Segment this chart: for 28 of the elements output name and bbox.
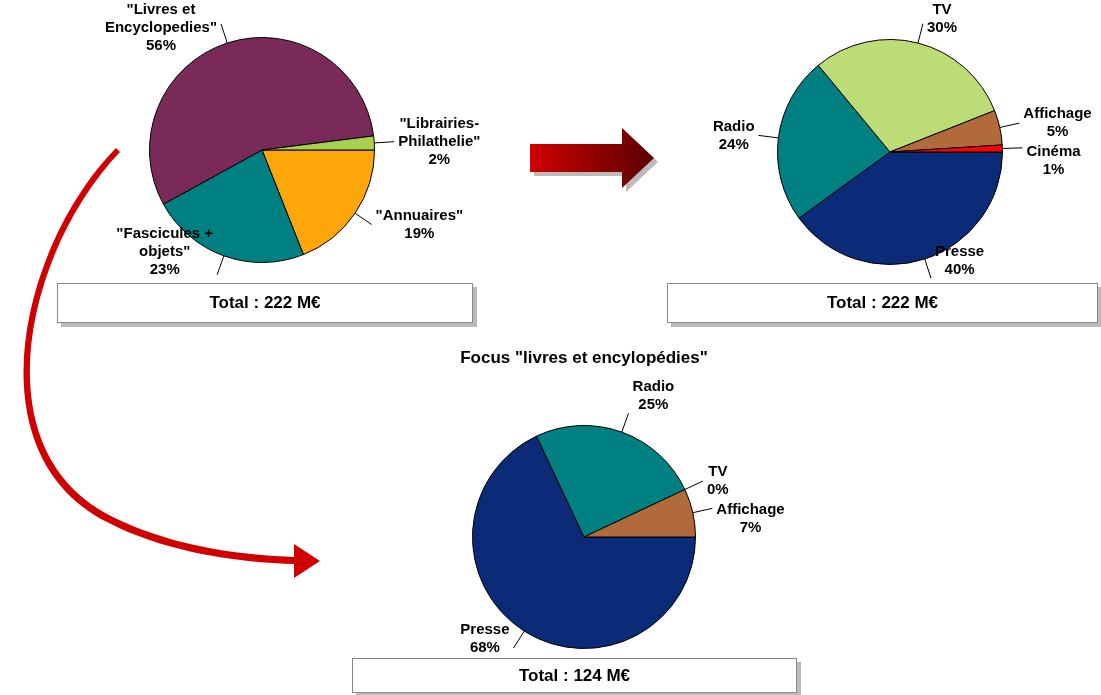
slice-label: TV (932, 0, 952, 18)
slice-label: Affichage (716, 500, 785, 518)
slice-label: "Annuaires" (375, 205, 464, 223)
slice-label: "Livres et Encyclopedies" (104, 0, 218, 36)
data-label: 7% (739, 518, 762, 536)
text: Total : 222 M€ (57, 283, 473, 323)
chart-title: Focus "livres et encylopédies" (459, 348, 709, 368)
slice-label: Radio (632, 377, 675, 395)
data-label: 56% (145, 36, 176, 54)
data-label: 40% (944, 260, 975, 278)
slice-label: "Librairies-Philathelie" (398, 113, 481, 149)
data-label: 25% (638, 395, 669, 413)
slice-label: Affichage (1023, 104, 1092, 122)
data-label: 2% (428, 149, 451, 167)
category-label: TV (708, 462, 728, 480)
data-label: 30% (926, 18, 957, 36)
data-label: 19% (404, 223, 435, 241)
slice-label: Radio (712, 116, 755, 134)
data-label: 23% (149, 260, 180, 278)
slice-label: Presse (460, 620, 510, 638)
text: Total : 222 M€ (667, 283, 1098, 323)
data-label: 24% (718, 134, 749, 152)
text: Total : 124 M€ (352, 658, 797, 693)
data-label: 1% (1042, 160, 1065, 178)
data-label: 68% (469, 638, 500, 656)
data-label: 5% (1046, 122, 1069, 140)
slice-label: Cinéma (1026, 142, 1082, 160)
text: 0% (706, 480, 729, 498)
